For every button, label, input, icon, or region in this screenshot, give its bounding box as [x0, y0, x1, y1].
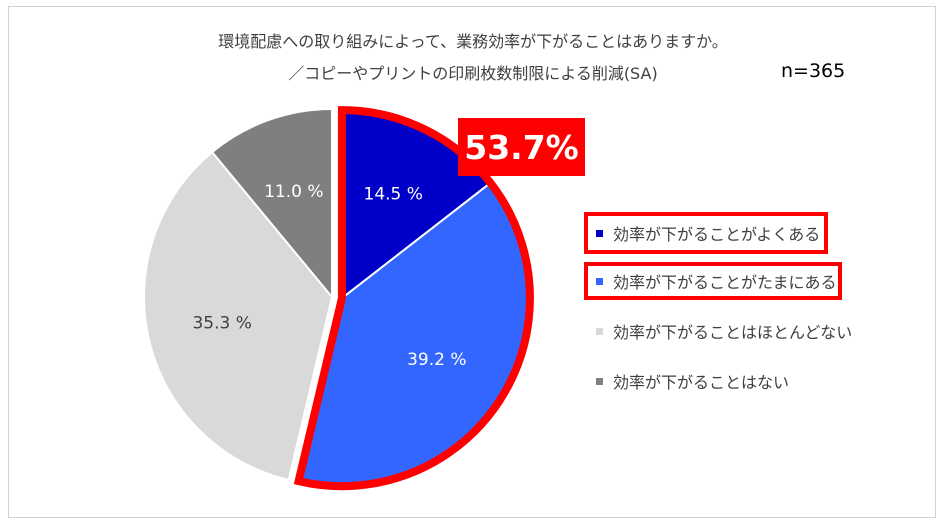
highlight-outline — [293, 106, 534, 491]
chart-title-line1: 環境配慮への取り組みによって、業務効率が下がることはありますか。 — [218, 32, 728, 51]
legend-label: 効率が下がることはほとんどない — [613, 323, 853, 342]
legend-item-2: 効率が下がることがたまにある — [596, 268, 837, 294]
highlight-callout: 53.7% — [458, 118, 585, 176]
sample-size-label: n=365 — [781, 60, 846, 82]
chart-title-line2: ／コピーやプリントの印刷枚数制限による削減(SA) — [288, 64, 658, 83]
legend-swatch — [596, 229, 603, 237]
data-label-1: 14.5 % — [364, 184, 423, 204]
legend-label: 効率が下がることがたまにある — [613, 273, 837, 292]
legend-item-4: 効率が下がることはない — [596, 368, 789, 394]
legend-swatch — [596, 277, 603, 285]
legend-item-3: 効率が下がることはほとんどない — [596, 318, 852, 344]
legend-label: 効率が下がることがよくある — [613, 225, 821, 244]
data-label-3: 35.3 % — [192, 314, 251, 334]
legend-swatch — [596, 327, 603, 335]
legend-swatch — [596, 377, 603, 385]
legend-label: 効率が下がることはない — [613, 373, 790, 392]
data-label-4: 11.0 % — [264, 182, 323, 202]
legend-highlight-box-1 — [584, 212, 828, 254]
pie-slice-4 — [210, 107, 333, 300]
legend-highlight-box-2 — [584, 262, 842, 300]
data-label-2: 39.2 % — [407, 350, 466, 370]
legend-item-1: 効率が下がることがよくある — [596, 220, 820, 246]
pie-slice-3 — [143, 150, 334, 482]
